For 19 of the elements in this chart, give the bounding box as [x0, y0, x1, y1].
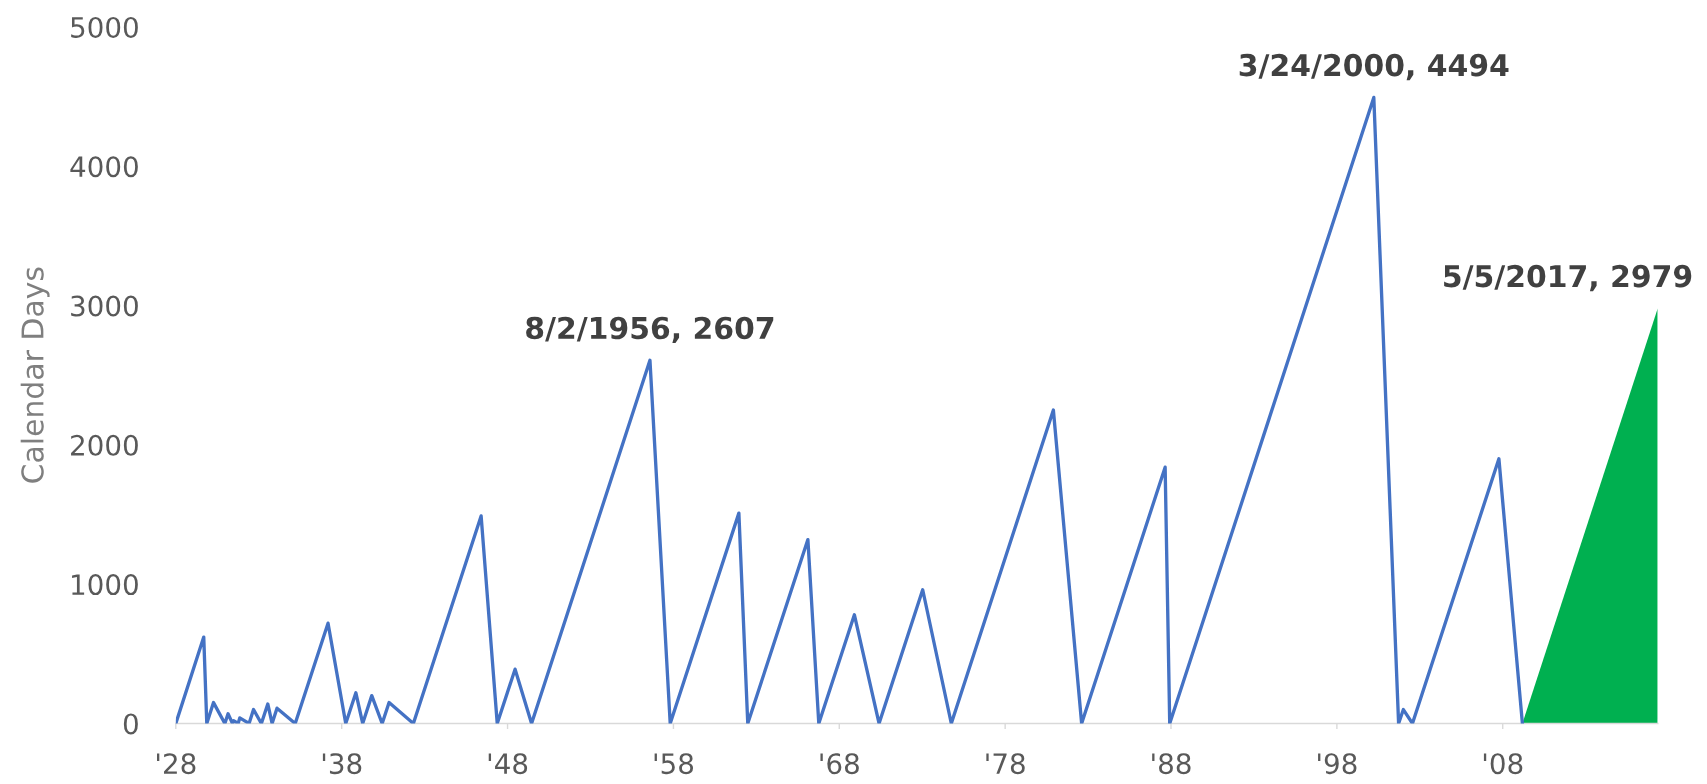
x-tick-label: '58	[654, 753, 694, 775]
y-tick-label: 4000	[70, 156, 138, 178]
x-tick-label: '28	[157, 753, 196, 775]
x-tick-label: '98	[1318, 753, 1357, 775]
annotation: 3/24/2000, 4494	[1239, 53, 1509, 81]
x-tick-label: '78	[986, 753, 1025, 775]
y-axis-title: Calendar Days	[20, 267, 50, 483]
y-tick-label: 3000	[71, 295, 138, 317]
y-tick-label: 2000	[71, 434, 138, 456]
x-tick-label: '08	[1483, 753, 1523, 775]
annotation: 5/5/2017, 2979	[1444, 264, 1692, 292]
y-tick-label: 1000	[72, 574, 138, 596]
x-tick-label: '38	[322, 753, 362, 775]
y-tick-label: 0	[123, 713, 138, 735]
x-tick-label: '48	[488, 753, 528, 775]
x-tick-label: '88	[1152, 753, 1191, 775]
y-tick-label: 5000	[71, 16, 138, 38]
x-tick-label: '68	[820, 753, 859, 775]
annotation: 8/2/1956, 2607	[526, 316, 774, 344]
